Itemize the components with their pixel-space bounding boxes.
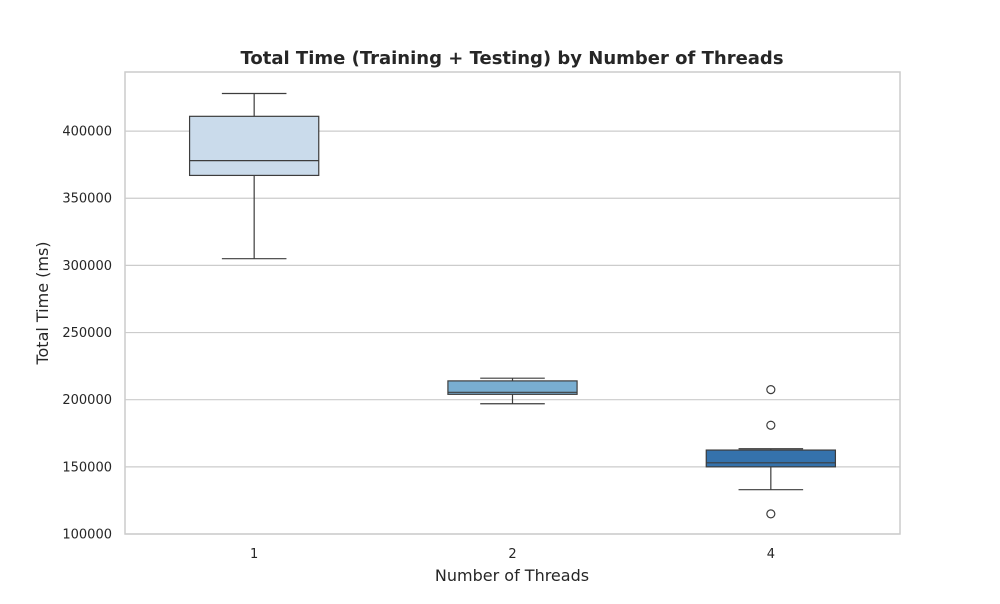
iqr-box [447,380,578,395]
y-tick-layer: 100000 150000 200000 250000 300000 350000 4000… [62,125,112,543]
y-tick-label: 100000 [62,528,112,543]
x-tick-layer: 1 2 4 [250,547,775,562]
chart-title: Total Time (Training + Testing) by Numbe… [240,48,783,69]
x-tick-label: 2 [508,547,516,562]
y-tick-label: 300000 [62,259,112,274]
outlier-point [766,420,776,430]
iqr-box [188,115,320,177]
box-group-1 [188,92,320,260]
y-tick-label: 150000 [62,460,112,475]
x-tick-label: 1 [250,547,258,562]
outlier-point [766,385,776,395]
y-tick-label: 250000 [62,326,112,341]
x-tick-label: 4 [767,547,775,562]
y-axis-label: Total Time (ms) [33,241,52,365]
outlier-point [766,509,776,519]
x-axis-label: Number of Threads [435,566,589,585]
box-layer [188,92,837,519]
y-tick-label: 350000 [62,192,112,207]
iqr-box [705,449,837,468]
box-group-2 [447,377,578,405]
y-tick-label: 200000 [62,393,112,408]
y-tick-label: 400000 [62,125,112,140]
plot-frame [124,71,901,535]
box-group-4 [705,385,837,519]
